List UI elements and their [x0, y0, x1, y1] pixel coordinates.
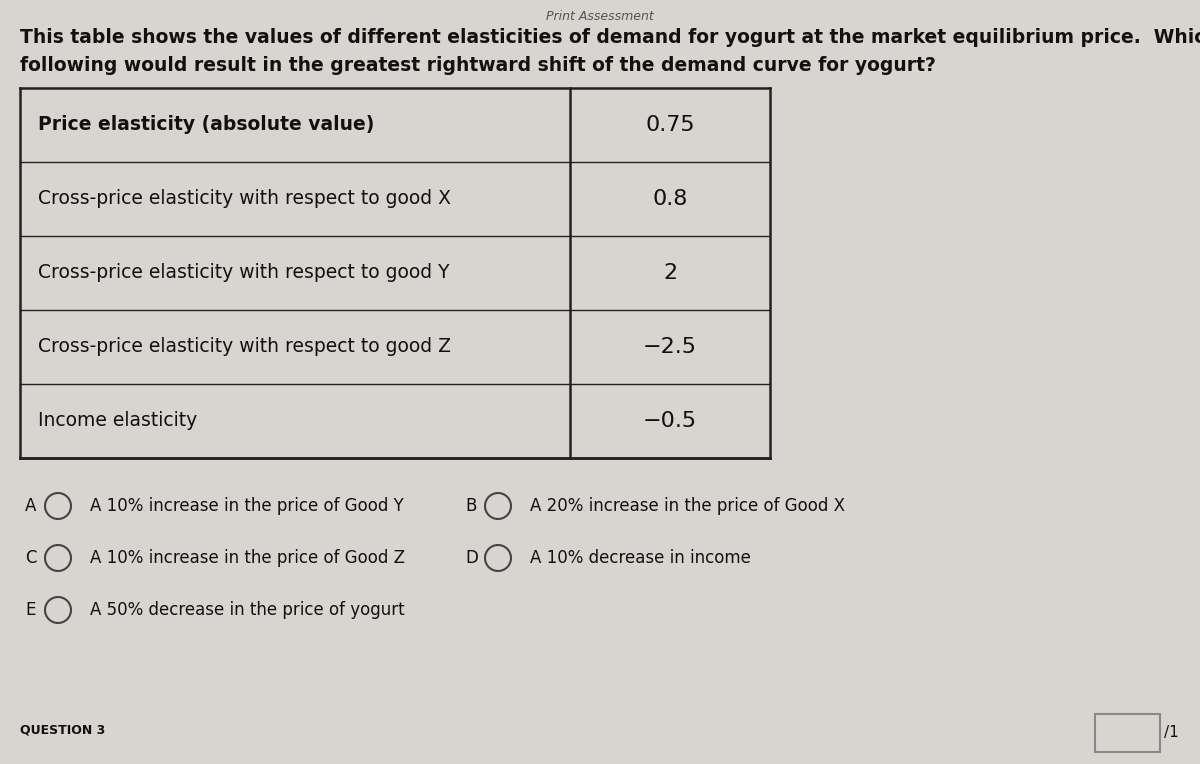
Text: Cross-price elasticity with respect to good X: Cross-price elasticity with respect to g… — [38, 189, 451, 209]
Text: E: E — [25, 601, 35, 619]
Text: A 10% decrease in income: A 10% decrease in income — [530, 549, 751, 567]
Text: Print Assessment: Print Assessment — [546, 10, 654, 23]
Text: −0.5: −0.5 — [643, 411, 697, 431]
Text: A 50% decrease in the price of yogurt: A 50% decrease in the price of yogurt — [90, 601, 404, 619]
Text: 2: 2 — [662, 263, 677, 283]
Text: /1: /1 — [1164, 726, 1178, 740]
Text: A 10% increase in the price of Good Y: A 10% increase in the price of Good Y — [90, 497, 403, 515]
Text: This table shows the values of different elasticities of demand for yogurt at th: This table shows the values of different… — [20, 28, 1200, 47]
Text: QUESTION 3: QUESTION 3 — [20, 724, 106, 736]
Text: Cross-price elasticity with respect to good Z: Cross-price elasticity with respect to g… — [38, 338, 451, 357]
Text: A 20% increase in the price of Good X: A 20% increase in the price of Good X — [530, 497, 845, 515]
Text: C: C — [25, 549, 36, 567]
Text: Income elasticity: Income elasticity — [38, 412, 197, 430]
Bar — [1096, 714, 1160, 752]
Text: 0.75: 0.75 — [646, 115, 695, 135]
Text: A 10% increase in the price of Good Z: A 10% increase in the price of Good Z — [90, 549, 406, 567]
Text: following would result in the greatest rightward shift of the demand curve for y: following would result in the greatest r… — [20, 56, 936, 75]
Text: D: D — [466, 549, 478, 567]
Text: 0.8: 0.8 — [653, 189, 688, 209]
Text: −2.5: −2.5 — [643, 337, 697, 357]
Text: B: B — [466, 497, 476, 515]
Text: A: A — [25, 497, 36, 515]
Text: Cross-price elasticity with respect to good Y: Cross-price elasticity with respect to g… — [38, 264, 450, 283]
Text: Price elasticity (absolute value): Price elasticity (absolute value) — [38, 115, 374, 134]
